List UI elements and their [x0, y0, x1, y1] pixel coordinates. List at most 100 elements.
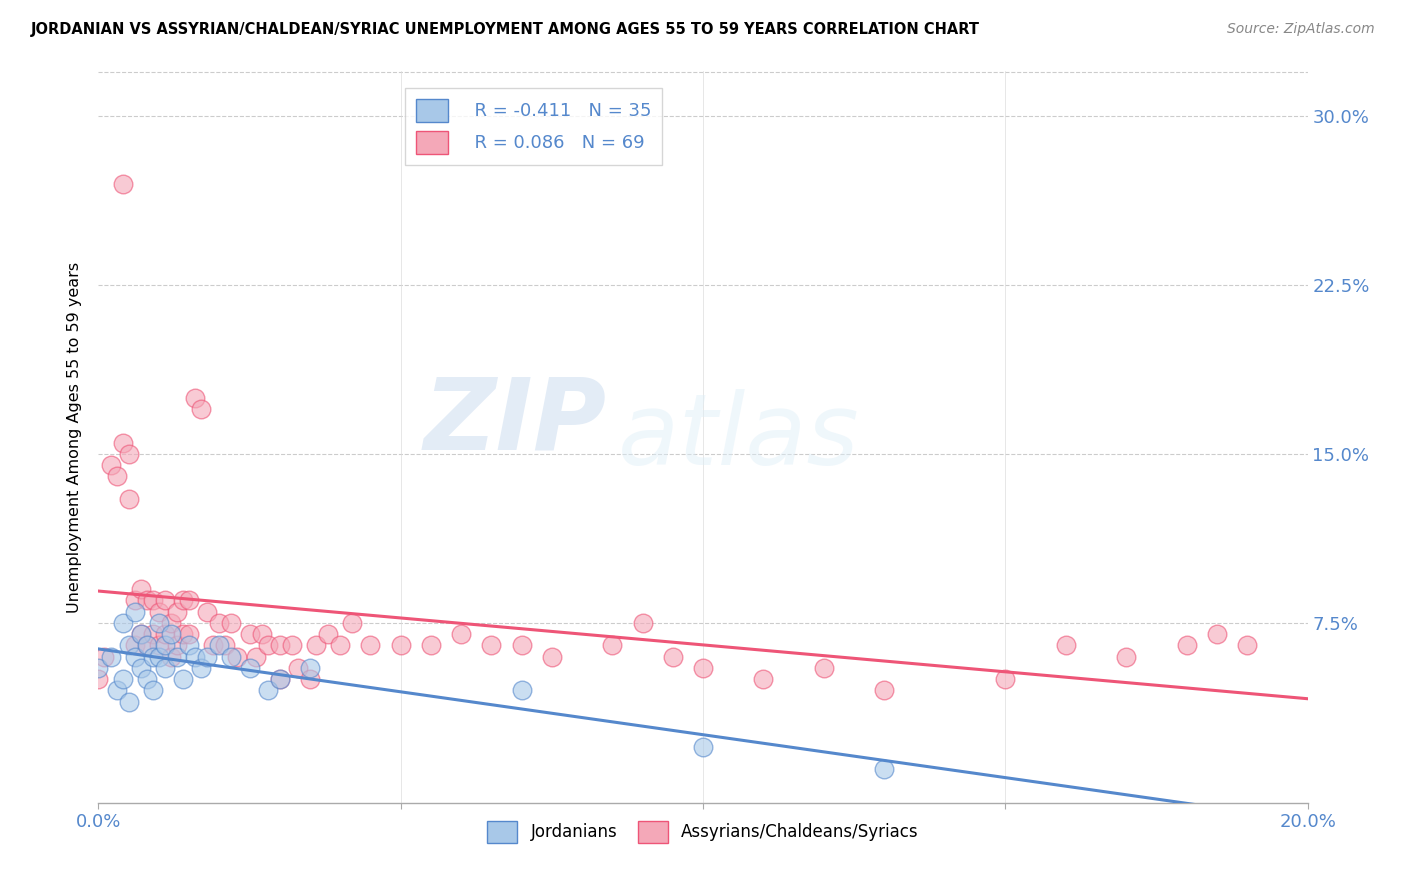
Point	[129, 661, 152, 675]
Point	[190, 401, 212, 416]
Point	[166, 605, 188, 619]
Point	[148, 638, 170, 652]
Point	[190, 661, 212, 675]
Point	[510, 638, 533, 652]
Point	[166, 638, 188, 652]
Point	[135, 638, 157, 652]
Point	[214, 638, 236, 652]
Y-axis label: Unemployment Among Ages 55 to 59 years: Unemployment Among Ages 55 to 59 years	[67, 261, 83, 613]
Point	[118, 694, 141, 708]
Point	[142, 683, 165, 698]
Point	[135, 672, 157, 686]
Point	[153, 661, 176, 675]
Point	[105, 469, 128, 483]
Point	[179, 627, 201, 641]
Point	[129, 627, 152, 641]
Point	[148, 605, 170, 619]
Point	[142, 649, 165, 664]
Point	[269, 672, 291, 686]
Point	[208, 615, 231, 630]
Point	[481, 638, 503, 652]
Point	[1236, 638, 1258, 652]
Point	[142, 627, 165, 641]
Point	[142, 593, 165, 607]
Point	[239, 661, 262, 675]
Point	[179, 638, 201, 652]
Point	[100, 458, 122, 473]
Point	[100, 649, 122, 664]
Point	[135, 638, 157, 652]
Point	[256, 638, 278, 652]
Point	[1115, 649, 1137, 664]
Point	[118, 638, 141, 652]
Text: JORDANIAN VS ASSYRIAN/CHALDEAN/SYRIAC UNEMPLOYMENT AMONG AGES 55 TO 59 YEARS COR: JORDANIAN VS ASSYRIAN/CHALDEAN/SYRIAC UN…	[31, 22, 980, 37]
Point	[269, 638, 291, 652]
Point	[540, 649, 562, 664]
Point	[873, 762, 896, 776]
Point	[160, 615, 183, 630]
Point	[184, 391, 207, 405]
Point	[111, 435, 134, 450]
Text: atlas: atlas	[619, 389, 860, 485]
Point	[172, 593, 194, 607]
Point	[160, 649, 183, 664]
Point	[129, 582, 152, 596]
Point	[305, 638, 328, 652]
Point	[316, 627, 339, 641]
Text: ZIP: ZIP	[423, 374, 606, 471]
Point	[420, 638, 443, 652]
Point	[153, 593, 176, 607]
Point	[450, 627, 472, 641]
Point	[1175, 638, 1198, 652]
Text: Source: ZipAtlas.com: Source: ZipAtlas.com	[1227, 22, 1375, 37]
Point	[602, 638, 624, 652]
Point	[299, 672, 322, 686]
Point	[221, 649, 243, 664]
Point	[389, 638, 412, 652]
Point	[287, 661, 309, 675]
Point	[195, 649, 218, 664]
Point	[269, 672, 291, 686]
Point	[813, 661, 835, 675]
Point	[93, 649, 115, 664]
Point	[111, 615, 134, 630]
Point	[124, 638, 146, 652]
Point	[172, 627, 194, 641]
Point	[111, 672, 134, 686]
Point	[661, 649, 683, 664]
Point	[256, 683, 278, 698]
Point	[166, 649, 188, 664]
Point	[111, 177, 134, 191]
Point	[118, 447, 141, 461]
Point	[226, 649, 249, 664]
Point	[87, 661, 110, 675]
Point	[118, 491, 141, 506]
Point	[342, 615, 364, 630]
Point	[245, 649, 267, 664]
Point	[148, 649, 170, 664]
Point	[195, 605, 218, 619]
Point	[129, 627, 152, 641]
Point	[153, 627, 176, 641]
Point	[631, 615, 654, 630]
Point	[124, 649, 146, 664]
Point	[752, 672, 775, 686]
Point	[172, 672, 194, 686]
Point	[124, 605, 146, 619]
Point	[329, 638, 352, 652]
Point	[299, 661, 322, 675]
Point	[184, 649, 207, 664]
Point	[239, 627, 262, 641]
Point	[221, 615, 243, 630]
Point	[994, 672, 1017, 686]
Point	[510, 683, 533, 698]
Point	[1206, 627, 1229, 641]
Point	[281, 638, 304, 652]
Point	[148, 615, 170, 630]
Point	[250, 627, 273, 641]
Legend: Jordanians, Assyrians/Chaldeans/Syriacs: Jordanians, Assyrians/Chaldeans/Syriacs	[481, 814, 925, 849]
Point	[124, 593, 146, 607]
Point	[160, 627, 183, 641]
Point	[179, 593, 201, 607]
Point	[202, 638, 225, 652]
